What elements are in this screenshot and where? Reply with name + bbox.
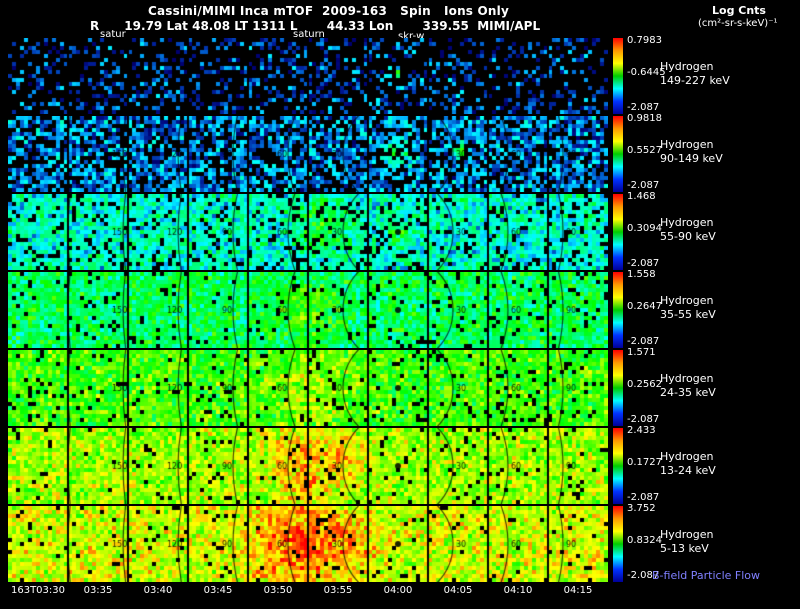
row-heatmap-canvas bbox=[8, 38, 608, 114]
colorbar-min-label: -2.087 bbox=[627, 570, 660, 581]
species-label: Hydrogen bbox=[660, 372, 714, 385]
annotation-saturn: saturn bbox=[293, 29, 325, 40]
heatmap-row: 1.558 0.2647 -2.087 Hydrogen 35-55 keV bbox=[0, 269, 800, 350]
energy-range-label: 24-35 keV bbox=[660, 386, 716, 399]
annotation-skr-w: skr-w bbox=[398, 31, 425, 42]
row-heatmap-canvas bbox=[8, 428, 608, 504]
energy-channel-label: Hydrogen 90-149 keV bbox=[660, 138, 723, 166]
species-label: Hydrogen bbox=[660, 60, 714, 73]
row-heatmap-canvas bbox=[8, 506, 608, 582]
colorbar-mid-label: -0.6445 bbox=[627, 67, 666, 78]
colorbar-mid-label: 0.2647 bbox=[627, 301, 662, 312]
colorbar-mid-label: 0.3094 bbox=[627, 223, 662, 234]
colorbar bbox=[613, 350, 623, 426]
colorbar-max-label: 0.7983 bbox=[627, 35, 662, 46]
species-label: Hydrogen bbox=[660, 528, 714, 541]
time-label: 03:40 bbox=[143, 585, 173, 596]
colorbar bbox=[613, 428, 623, 504]
species-label: Hydrogen bbox=[660, 216, 714, 229]
page-title: Cassini/MIMI Inca mTOF 2009-163 Spin Ion… bbox=[148, 4, 510, 18]
colorbar bbox=[613, 506, 623, 582]
heatmap-row: 0.9818 0.5527 -2.087 Hydrogen 90-149 keV bbox=[0, 113, 800, 194]
energy-range-label: 55-90 keV bbox=[660, 230, 716, 243]
colorbar-mid-label: 0.1727 bbox=[627, 457, 662, 468]
time-axis: 163T03:30 03:35 03:40 03:45 03:50 03:55 04:00 0… bbox=[8, 585, 618, 599]
energy-channel-label: Hydrogen 24-35 keV bbox=[660, 372, 716, 400]
energy-range-label: 13-24 keV bbox=[660, 464, 716, 477]
ephemeris-line: R 19.79 Lat 48.08 LT 1311 L 44.33 Lon 33… bbox=[90, 19, 541, 33]
time-label: 03:55 bbox=[323, 585, 353, 596]
bfield-flow-label: B-field Particle Flow bbox=[652, 569, 760, 582]
energy-range-label: 35-55 keV bbox=[660, 308, 716, 321]
colorbar-min-label: -2.087 bbox=[627, 180, 660, 191]
energy-channel-label: Hydrogen 149-227 keV bbox=[660, 60, 730, 88]
colorbar-max-label: 1.558 bbox=[627, 269, 656, 280]
energy-channel-label: Hydrogen 5-13 keV bbox=[660, 528, 714, 556]
colorbar-max-label: 1.571 bbox=[627, 347, 656, 358]
species-label: Hydrogen bbox=[660, 294, 714, 307]
time-label: 03:45 bbox=[203, 585, 233, 596]
colorbar-min-label: -2.087 bbox=[627, 492, 660, 503]
colorbar-max-label: 0.9818 bbox=[627, 113, 662, 124]
energy-range-label: 90-149 keV bbox=[660, 152, 723, 165]
energy-channel-label: Hydrogen 13-24 keV bbox=[660, 450, 716, 478]
colorbar-title: Log Cnts bbox=[712, 4, 766, 17]
time-label: 04:10 bbox=[503, 585, 533, 596]
species-label: Hydrogen bbox=[660, 450, 714, 463]
colorbar-max-label: 3.752 bbox=[627, 503, 656, 514]
row-heatmap-canvas bbox=[8, 350, 608, 426]
colorbar-max-label: 2.433 bbox=[627, 425, 656, 436]
colorbar-units: (cm²-sr-s-keV)⁻¹ bbox=[698, 18, 778, 29]
heatmap-grid: 0.7983 -0.6445 -2.087 Hydrogen 149-227 keV 0.… bbox=[0, 35, 800, 584]
heatmap-row: 3.752 0.8324 -2.087 Hydrogen 5-13 keV bbox=[0, 503, 800, 584]
colorbar-min-label: -2.087 bbox=[627, 258, 660, 269]
colorbar-mid-label: 0.2562 bbox=[627, 379, 662, 390]
colorbar bbox=[613, 38, 623, 114]
time-label: 03:35 bbox=[83, 585, 113, 596]
time-label: 163T03:30 bbox=[10, 585, 65, 596]
species-label: Hydrogen bbox=[660, 138, 714, 151]
colorbar bbox=[613, 116, 623, 192]
colorbar-mid-label: 0.8324 bbox=[627, 535, 662, 546]
colorbar bbox=[613, 194, 623, 270]
colorbar bbox=[613, 272, 623, 348]
colorbar-min-label: -2.087 bbox=[627, 102, 660, 113]
heatmap-row: 1.571 0.2562 -2.087 Hydrogen 24-35 keV bbox=[0, 347, 800, 428]
time-label: 04:15 bbox=[563, 585, 593, 596]
annotation-satur: satur bbox=[100, 29, 126, 40]
heatmap-row: 1.468 0.3094 -2.087 Hydrogen 55-90 keV bbox=[0, 191, 800, 272]
heatmap-row: 0.7983 -0.6445 -2.087 Hydrogen 149-227 keV bbox=[0, 35, 800, 116]
row-heatmap-canvas bbox=[8, 194, 608, 270]
colorbar-max-label: 1.468 bbox=[627, 191, 656, 202]
heatmap-row: 2.433 0.1727 -2.087 Hydrogen 13-24 keV bbox=[0, 425, 800, 506]
energy-range-label: 149-227 keV bbox=[660, 74, 730, 87]
row-heatmap-canvas bbox=[8, 116, 608, 192]
energy-range-label: 5-13 keV bbox=[660, 542, 709, 555]
energy-channel-label: Hydrogen 55-90 keV bbox=[660, 216, 716, 244]
time-label: 03:50 bbox=[263, 585, 293, 596]
time-label: 04:00 bbox=[383, 585, 413, 596]
row-heatmap-canvas bbox=[8, 272, 608, 348]
colorbar-min-label: -2.087 bbox=[627, 414, 660, 425]
time-label: 04:05 bbox=[443, 585, 473, 596]
energy-channel-label: Hydrogen 35-55 keV bbox=[660, 294, 716, 322]
colorbar-mid-label: 0.5527 bbox=[627, 145, 662, 156]
colorbar-min-label: -2.087 bbox=[627, 336, 660, 347]
